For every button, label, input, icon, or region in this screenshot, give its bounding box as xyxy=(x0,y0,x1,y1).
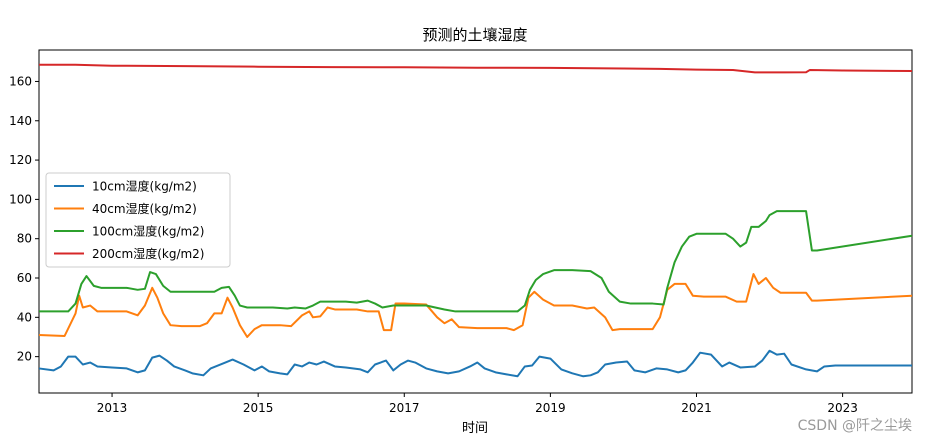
x-tick-label: 2015 xyxy=(243,401,274,415)
chart-title: 预测的土壤湿度 xyxy=(422,26,527,44)
legend-box xyxy=(45,172,231,268)
legend: 10cm湿度(kg/m2) 40cm湿度(kg/m2) 100cm湿度(kg/m2)… xyxy=(45,172,231,268)
y-tick-label: 140 xyxy=(9,114,32,128)
series-line-1 xyxy=(38,273,913,338)
x-axis-label: 时间 xyxy=(462,421,488,436)
x-tick-label: 2023 xyxy=(827,401,858,415)
x-tick-label: 2019 xyxy=(535,401,566,415)
legend-label: 200cm湿度(kg/m2) xyxy=(92,246,205,261)
x-tick-label: 2021 xyxy=(681,401,712,415)
y-tick-label: 160 xyxy=(9,74,32,88)
series-line-2 xyxy=(39,210,913,313)
series-line-0 xyxy=(38,349,912,378)
series-layer xyxy=(38,63,913,378)
plot-frame xyxy=(38,49,913,394)
y-tick-label: 100 xyxy=(9,192,32,206)
y-tick-label: 20 xyxy=(17,350,32,364)
y-tick-label: 40 xyxy=(17,310,32,324)
axes: 2013 2015 2017 2019 2021 2023 20 40 60 80 100 120 14… xyxy=(9,49,913,415)
x-tick-label: 2013 xyxy=(97,401,128,415)
legend-label: 40cm湿度(kg/m2) xyxy=(92,201,197,216)
y-tick-label: 120 xyxy=(9,153,32,167)
series-line-3 xyxy=(39,63,913,74)
y-tick-label: 80 xyxy=(17,232,32,246)
legend-label: 100cm湿度(kg/m2) xyxy=(92,224,205,239)
x-tick-label: 2017 xyxy=(389,401,420,415)
y-tick-label: 60 xyxy=(17,271,32,285)
legend-label: 10cm湿度(kg/m2) xyxy=(92,179,197,194)
watermark: CSDN @阡之尘埃 xyxy=(797,418,912,434)
